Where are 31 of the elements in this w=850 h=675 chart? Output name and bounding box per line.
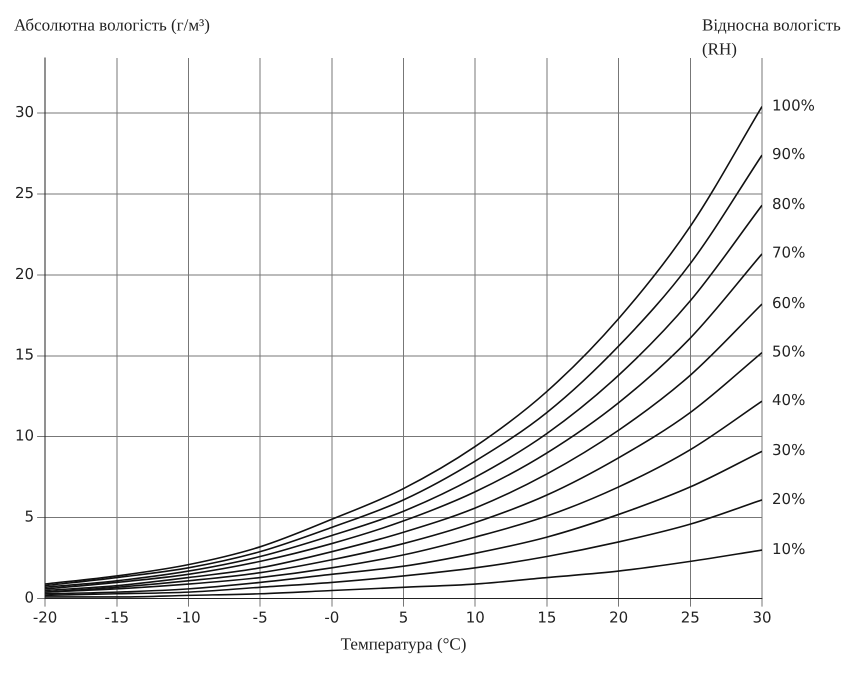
- x-tick-label: 15: [537, 608, 556, 626]
- x-tick-label: 5: [398, 608, 408, 626]
- y-tick-label: 0: [24, 588, 34, 606]
- series-label: 40%: [772, 391, 806, 410]
- x-tick-label: -5: [252, 608, 268, 626]
- y-tick-label: 25: [14, 184, 34, 202]
- x-tick-label: -15: [104, 608, 130, 626]
- series-label: 60%: [772, 294, 806, 312]
- series-label: 50%: [772, 342, 806, 360]
- y-axis-title: Абсолютна вологість (г/м³): [14, 15, 210, 34]
- series-label: 10%: [772, 540, 806, 558]
- x-tick-label: -0: [324, 608, 340, 626]
- x-tick-label: 30: [752, 608, 772, 626]
- series-label: 20%: [772, 490, 806, 508]
- series-label: 90%: [772, 145, 806, 164]
- x-axis-title: Температура (°C): [340, 634, 466, 654]
- x-tick-label: -10: [176, 608, 201, 626]
- y-tick-label: 15: [14, 346, 34, 364]
- series-label: 80%: [772, 195, 806, 214]
- x-tick-label: -20: [32, 608, 58, 626]
- y-tick-label: 10: [14, 426, 34, 445]
- y-tick-label: 20: [14, 264, 34, 283]
- legend-title: Відносна вологість (RH): [702, 15, 842, 58]
- series-label: 30%: [772, 441, 806, 460]
- series-label: 100%: [772, 96, 815, 114]
- x-tick-label: 25: [680, 608, 700, 626]
- series-label: 70%: [772, 244, 806, 262]
- x-tick-label: 10: [466, 608, 485, 626]
- y-tick-label: 30: [14, 102, 34, 121]
- y-tick-label: 5: [24, 508, 34, 526]
- x-tick-label: 20: [609, 608, 628, 626]
